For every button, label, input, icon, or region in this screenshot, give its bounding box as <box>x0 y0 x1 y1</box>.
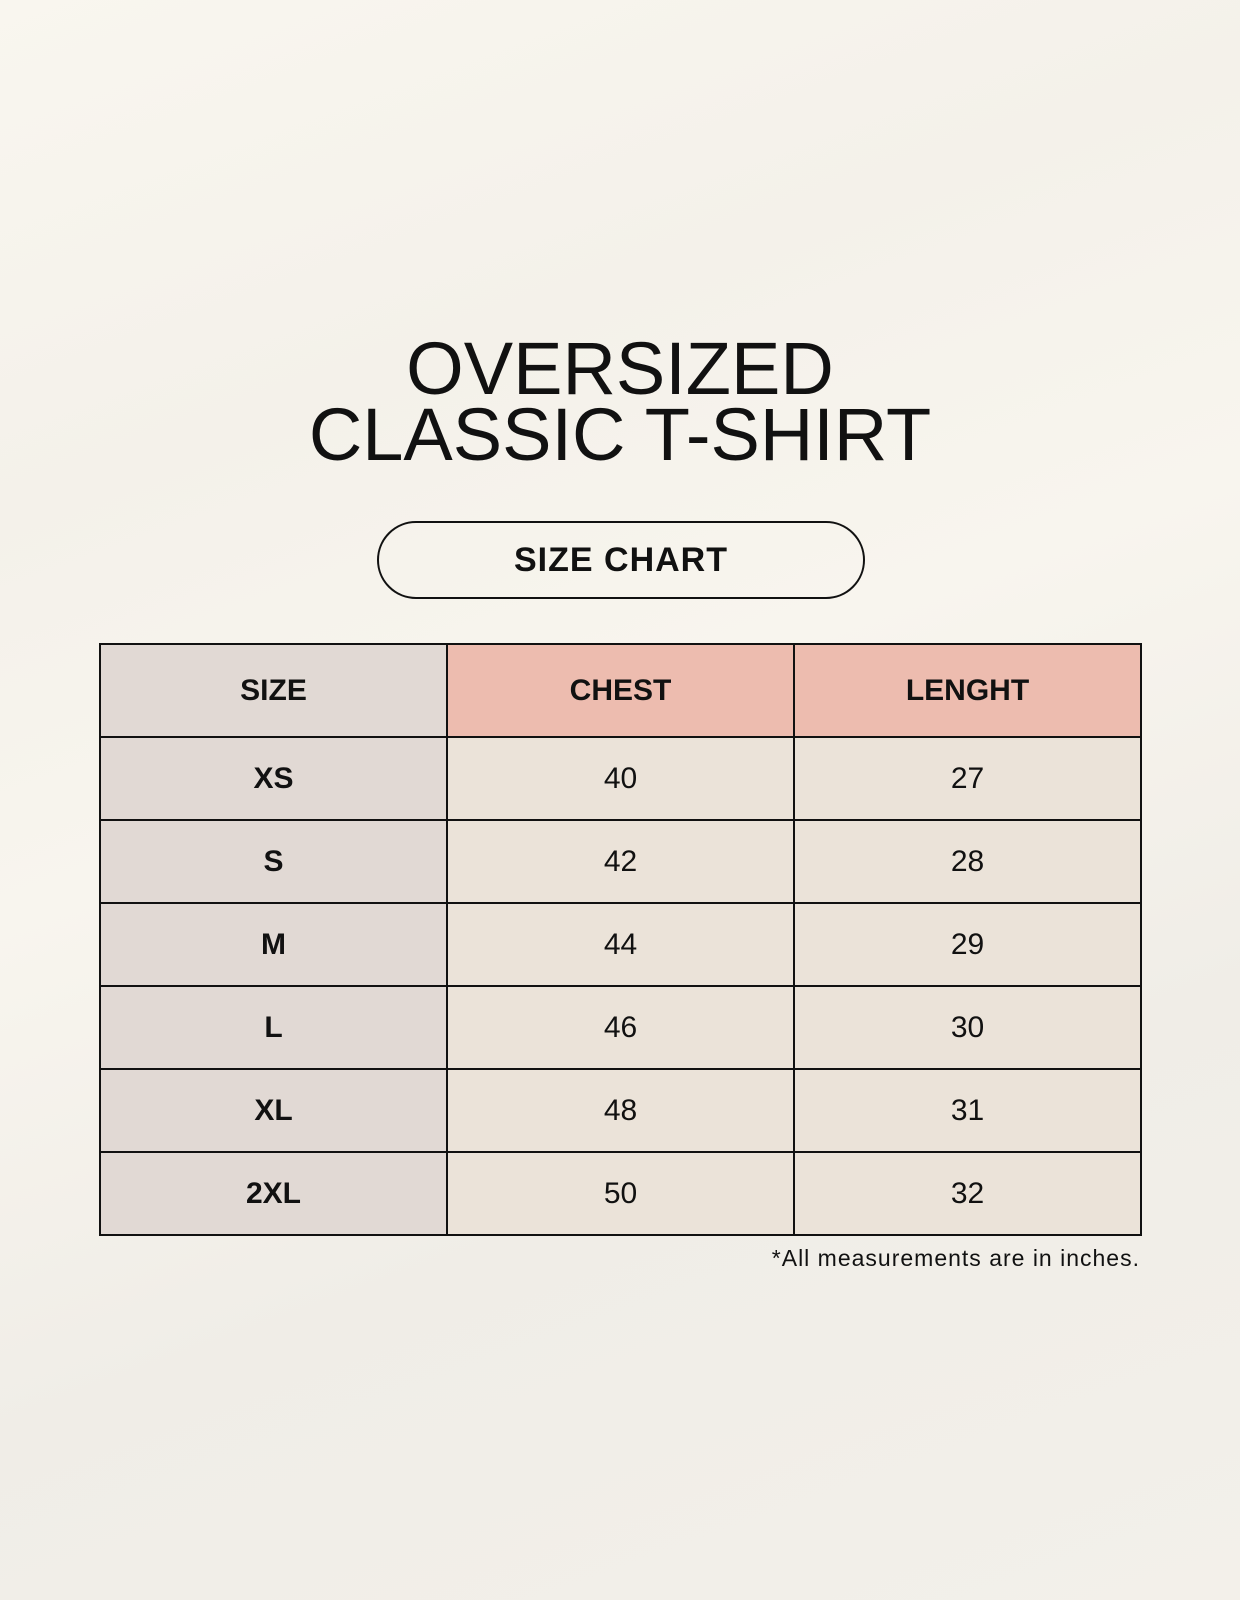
cell-chest: 50 <box>446 1151 795 1236</box>
cell-chest: 48 <box>446 1068 795 1153</box>
table-row: L 46 30 <box>99 985 1142 1070</box>
title-line-1: OVERSIZED <box>406 327 834 410</box>
cell-size: XL <box>99 1068 448 1153</box>
header-size: SIZE <box>99 643 448 738</box>
header-chest: CHEST <box>446 643 795 738</box>
cell-chest: 44 <box>446 902 795 987</box>
table-header-row: SIZE CHEST LENGHT <box>99 643 1142 738</box>
table-row: S 42 28 <box>99 819 1142 904</box>
size-chart-badge: SIZE CHART <box>377 521 865 599</box>
header-length: LENGHT <box>793 643 1142 738</box>
cell-size: M <box>99 902 448 987</box>
cell-length: 27 <box>793 736 1142 821</box>
page-title: OVERSIZED CLASSIC T-SHIRT <box>0 327 1240 476</box>
table-row: XL 48 31 <box>99 1068 1142 1153</box>
cell-length: 28 <box>793 819 1142 904</box>
table-row: 2XL 50 32 <box>99 1151 1142 1236</box>
title-line-2: CLASSIC T-SHIRT <box>308 393 932 476</box>
cell-chest: 40 <box>446 736 795 821</box>
cell-length: 30 <box>793 985 1142 1070</box>
table-row: XS 40 27 <box>99 736 1142 821</box>
cell-size: 2XL <box>99 1151 448 1236</box>
cell-size: L <box>99 985 448 1070</box>
cell-length: 31 <box>793 1068 1142 1153</box>
table-row: M 44 29 <box>99 902 1142 987</box>
cell-size: XS <box>99 736 448 821</box>
cell-length: 32 <box>793 1151 1142 1236</box>
cell-chest: 46 <box>446 985 795 1070</box>
size-table: SIZE CHEST LENGHT XS 40 27 S 42 28 M 44 29 L 46 30 X… <box>99 643 1142 1236</box>
cell-size: S <box>99 819 448 904</box>
footnote: *All measurements are in inches. <box>771 1245 1140 1271</box>
cell-length: 29 <box>793 902 1142 987</box>
cell-chest: 42 <box>446 819 795 904</box>
